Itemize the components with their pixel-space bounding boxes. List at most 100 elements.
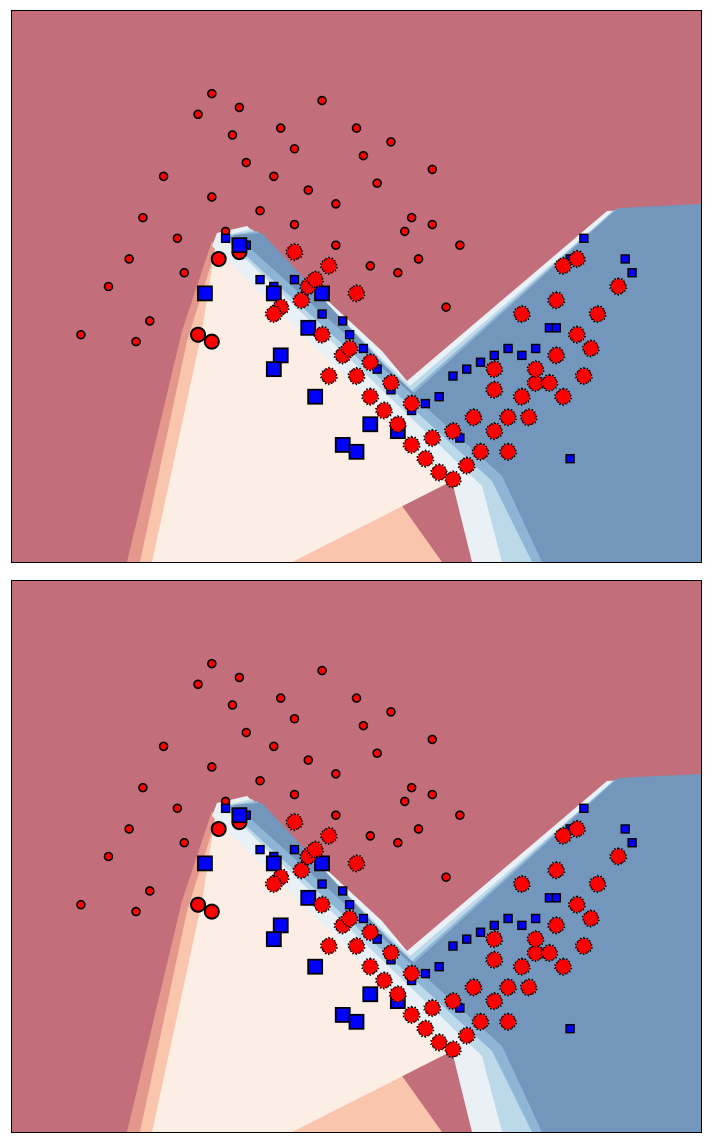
bottom-point-star-support-26 bbox=[554, 957, 573, 977]
top-point-circle-training-28 bbox=[441, 302, 451, 312]
top-point-circle-training-12 bbox=[427, 164, 438, 175]
bottom-point-circle-support-3 bbox=[203, 903, 220, 920]
top-point-circle-training-34 bbox=[207, 88, 217, 99]
top-point-star-support-11 bbox=[388, 414, 407, 434]
bottom-point-circle-training-23 bbox=[145, 886, 155, 896]
bottom-point-circle-training-6 bbox=[303, 755, 314, 765]
top-point-circle-training-11 bbox=[406, 212, 417, 223]
bottom-point-square-training-25 bbox=[620, 824, 630, 834]
bottom-point-square-support-3 bbox=[314, 855, 330, 872]
bottom-point-star-support-14 bbox=[430, 1033, 449, 1052]
bottom-point-star-support-5 bbox=[264, 874, 283, 894]
top-point-star-support-29 bbox=[498, 442, 518, 462]
bottom-point-circle-training-26 bbox=[393, 837, 403, 848]
bottom-point-circle-training-14 bbox=[138, 782, 148, 793]
bottom-point-square-training-28 bbox=[565, 1023, 575, 1034]
top-point-square-training-7 bbox=[338, 316, 348, 326]
top-point-star-support-32 bbox=[423, 428, 442, 448]
top-point-star-support-34 bbox=[381, 373, 401, 393]
top-point-star-support-31 bbox=[443, 421, 463, 441]
top-point-circle-support-2 bbox=[190, 326, 207, 343]
top-point-star-support-16 bbox=[457, 456, 476, 475]
bottom-point-square-training-7 bbox=[338, 886, 348, 896]
bottom-point-circle-training-35 bbox=[289, 789, 300, 800]
bottom-point-star-support-41 bbox=[547, 860, 566, 880]
top-point-star-support-45 bbox=[512, 304, 531, 324]
top-point-star-support-25 bbox=[609, 277, 628, 296]
bottom-point-star-support-22 bbox=[547, 916, 566, 935]
bottom-point-star-support-15 bbox=[443, 1040, 463, 1059]
bottom-point-star-support-12 bbox=[402, 1005, 421, 1025]
bottom-point-circle-training-4 bbox=[255, 775, 265, 786]
bottom-point-star-support-40 bbox=[567, 819, 587, 839]
bottom-point-square-training-21 bbox=[530, 913, 541, 924]
top-point-star-support-38 bbox=[319, 256, 339, 276]
bottom-point-square-training-2 bbox=[255, 844, 265, 855]
bottom-point-circle-training-32 bbox=[275, 693, 286, 703]
top-point-star-support-10 bbox=[374, 401, 394, 420]
bottom-point-star-support-33 bbox=[402, 964, 421, 983]
top-point-square-support-9 bbox=[348, 443, 365, 460]
top-point-star-support-24 bbox=[588, 304, 607, 324]
bottom-point-circle-training-1 bbox=[227, 700, 238, 710]
top-point-circle-training-35 bbox=[289, 219, 300, 230]
top-point-circle-training-20 bbox=[179, 267, 190, 278]
bottom-point-square-training-16 bbox=[462, 934, 472, 944]
bottom-point-circle-training-21 bbox=[103, 851, 114, 862]
bottom-point-square-training-0 bbox=[220, 803, 231, 813]
bottom-point-square-training-15 bbox=[448, 941, 458, 951]
bottom-point-star-support-34 bbox=[381, 943, 401, 963]
bottom-point-square-support-4 bbox=[272, 917, 289, 934]
bottom-point-circle-training-37 bbox=[427, 789, 438, 800]
top-point-circle-training-10 bbox=[372, 178, 382, 188]
top-point-square-training-25 bbox=[620, 254, 630, 264]
top-point-star-support-43 bbox=[581, 339, 600, 358]
bottom-point-square-support-8 bbox=[334, 1007, 351, 1023]
top-point-circle-training-36 bbox=[365, 261, 376, 271]
top-point-circle-training-1 bbox=[227, 130, 238, 140]
top-point-square-support-4 bbox=[272, 347, 289, 364]
top-point-star-support-47 bbox=[526, 359, 545, 379]
top-point-star-support-18 bbox=[485, 421, 504, 441]
top-point-circle-training-31 bbox=[317, 95, 327, 106]
bottom-point-square-training-18 bbox=[489, 920, 499, 931]
top-point-circle-training-3 bbox=[269, 171, 279, 182]
top-point-square-training-18 bbox=[489, 350, 499, 361]
bottom-point-circle-training-11 bbox=[406, 782, 417, 793]
bottom-contour-band-1 bbox=[232, 774, 701, 1132]
bottom-point-circle-training-34 bbox=[207, 658, 217, 669]
top-point-square-training-0 bbox=[220, 233, 231, 243]
top-point-circle-support-0 bbox=[210, 250, 227, 267]
bottom-point-circle-training-16 bbox=[158, 741, 169, 752]
bottom-point-square-training-24 bbox=[579, 803, 589, 813]
top-point-square-training-20 bbox=[517, 350, 527, 361]
top-point-star-support-40 bbox=[567, 249, 587, 269]
top-point-square-training-6 bbox=[317, 309, 327, 319]
top-point-star-support-8 bbox=[347, 366, 366, 386]
bottom-point-star-support-6 bbox=[319, 936, 339, 956]
top-point-square-support-1 bbox=[197, 285, 213, 302]
top-point-circle-training-14 bbox=[138, 212, 148, 223]
top-point-circle-training-0 bbox=[193, 109, 203, 120]
top-point-circle-training-7 bbox=[331, 199, 341, 209]
top-contour-band-0.45 bbox=[152, 236, 452, 562]
bottom-point-star-support-39 bbox=[306, 840, 325, 859]
top-point-square-support-10 bbox=[362, 416, 379, 433]
top-point-square-training-16 bbox=[462, 364, 472, 374]
top-point-star-support-44 bbox=[574, 366, 594, 386]
top-point-circle-training-33 bbox=[234, 102, 245, 113]
bottom-point-circle-training-13 bbox=[399, 796, 410, 807]
top-point-circle-training-5 bbox=[289, 143, 300, 154]
bottom-point-square-training-27 bbox=[551, 893, 562, 903]
bottom-point-circle-training-33 bbox=[234, 672, 245, 683]
top-point-square-support-7 bbox=[307, 388, 324, 405]
bottom-point-star-support-4 bbox=[312, 895, 332, 915]
bottom-point-square-support-5 bbox=[300, 889, 317, 906]
top-point-square-training-15 bbox=[448, 371, 458, 381]
bottom-point-circle-training-5 bbox=[289, 713, 300, 724]
top-point-circle-training-6 bbox=[303, 185, 314, 195]
bottom-point-star-support-1 bbox=[292, 860, 311, 880]
bottom-point-star-support-28 bbox=[485, 950, 504, 970]
bottom-point-circle-training-28 bbox=[441, 872, 451, 882]
bottom-point-circle-training-19 bbox=[124, 824, 134, 834]
